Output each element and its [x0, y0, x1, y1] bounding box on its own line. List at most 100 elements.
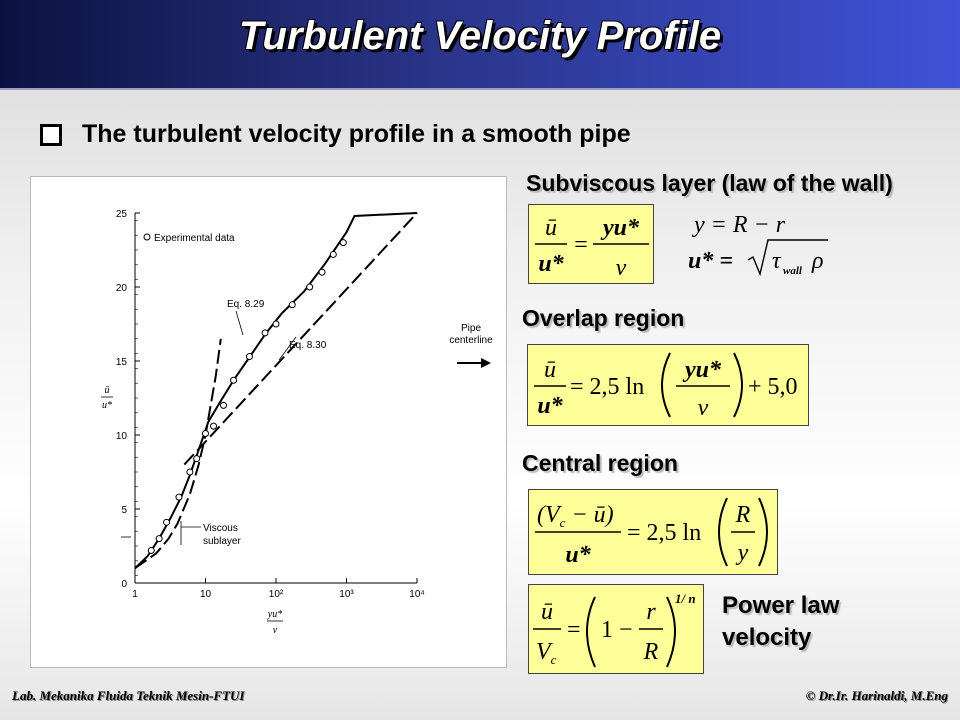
- data-point: [147, 546, 155, 554]
- x-axis-label-top: yu*: [267, 609, 282, 620]
- annotation-eq830-leader: [278, 336, 297, 361]
- x-tick-label: 10²: [269, 589, 284, 600]
- power-r-num: r: [646, 599, 656, 625]
- y-tick-label: 25: [116, 209, 128, 220]
- data-point: [306, 283, 314, 291]
- y-definition: y = R − r: [692, 212, 786, 238]
- wall-lhs-den: u*: [538, 251, 564, 277]
- data-point: [186, 468, 194, 476]
- checkbox-bullet-icon: [40, 123, 62, 146]
- power-left-paren: [586, 596, 596, 668]
- annotation-eq830: Eq. 8.30: [289, 340, 327, 351]
- wall-lhs-num: ū: [545, 215, 557, 241]
- ustar-lhs: u* =: [688, 248, 733, 274]
- heading-subviscous: Subviscous layer (law of the wall): [526, 170, 893, 196]
- data-point: [288, 301, 296, 309]
- data-point: [230, 376, 238, 384]
- chart-curves: [134, 212, 418, 570]
- legend-label: Experimental data: [154, 233, 235, 244]
- data-point: [261, 329, 269, 337]
- annotation-viscous: Viscous: [203, 523, 238, 534]
- curve-fitted-profile: [134, 212, 418, 569]
- ustar-rho: ρ: [811, 248, 824, 274]
- bullet-text: The turbulent velocity profile in a smoo…: [82, 120, 631, 148]
- curve-eq829: [134, 338, 222, 570]
- power-lhs-den: Vc: [536, 639, 557, 667]
- formula-overlap: ū u* = 2,5 ln yu* ν + 5,0: [527, 344, 809, 426]
- pipe-arrow-head-icon: [481, 358, 491, 368]
- central-left-paren: [718, 497, 728, 567]
- annotation-centerline: centerline: [449, 335, 493, 346]
- velocity-profile-chart: 1 10 10² 10³ 10⁴ 0 5 10 15 20 25 ū u* yu* ν Experi…: [30, 176, 507, 668]
- legend-marker: [143, 233, 151, 241]
- y-tick-label: 0: [121, 579, 127, 590]
- overlap-lhs-den: u*: [537, 393, 563, 419]
- formula-power-law: ū Vc = 1 − r R 1/ n: [528, 584, 704, 674]
- power-r-den: R: [643, 639, 659, 665]
- heading-central: Central region: [522, 450, 678, 476]
- formula-power-law-svg: ū Vc = 1 − r R 1/ n: [533, 591, 696, 668]
- data-point: [329, 250, 337, 258]
- wall-equals: =: [574, 232, 588, 258]
- x-tick-label: 10: [200, 589, 212, 600]
- central-right-paren: [758, 497, 768, 567]
- heading-power-law-1: Power law: [722, 592, 840, 619]
- data-point: [155, 535, 163, 543]
- overlap-coef: = 2,5 ln: [570, 374, 644, 400]
- y-axis-label-bottom: u*: [102, 400, 112, 411]
- power-lhs-num: ū: [541, 599, 553, 625]
- wall-rhs-den: ν: [616, 255, 627, 281]
- data-point: [272, 320, 280, 328]
- annotation-eq829-leader: [235, 310, 244, 336]
- central-num: (Vc − ū): [537, 502, 614, 530]
- definitions: y = R − r u* = τ wall ρ: [688, 212, 828, 277]
- wall-rhs-num: yu*: [600, 215, 640, 241]
- overlap-lhs-num: ū: [544, 357, 556, 383]
- formula-central: (Vc − ū) u* = 2,5 ln R y: [528, 489, 778, 575]
- power-eq: =: [567, 617, 581, 643]
- overlap-den: ν: [698, 395, 709, 421]
- data-point: [210, 422, 218, 430]
- power-exp: 1/ n: [675, 591, 696, 606]
- chart-axes: [134, 213, 417, 584]
- formula-law-of-wall: ū u* = yu* ν: [528, 204, 654, 284]
- annotation-eq829: Eq. 8.29: [227, 299, 265, 310]
- formula-overlap-svg: ū u* = 2,5 ln yu* ν + 5,0: [534, 352, 798, 421]
- data-point: [245, 353, 253, 361]
- y-tick-label: 20: [116, 283, 128, 294]
- data-point: [175, 493, 183, 501]
- bullet-point: The turbulent velocity profile in a smoo…: [40, 120, 631, 149]
- annotation-pipe: Pipe: [461, 323, 481, 334]
- x-axis-label-bottom: ν: [273, 625, 278, 636]
- data-point: [202, 430, 209, 438]
- x-tick-label: 10⁴: [409, 589, 424, 600]
- y-tick-label: 10: [116, 431, 128, 442]
- y-tick-label: 5: [121, 505, 127, 516]
- formula-law-of-wall-svg: ū u* = yu* ν: [535, 215, 649, 281]
- heading-overlap: Overlap region: [522, 305, 685, 331]
- y-tick-label: 15: [116, 357, 128, 368]
- chart-svg: 1 10 10² 10³ 10⁴ 0 5 10 15 20 25 ū u* yu* ν Experi…: [101, 209, 493, 636]
- central-den: u*: [565, 542, 591, 568]
- formula-central-svg: (Vc − ū) u* = 2,5 ln R y: [535, 497, 768, 568]
- curve-eq830: [183, 212, 418, 466]
- chart-points: [147, 239, 347, 554]
- power-right-paren: [666, 596, 676, 668]
- overlap-const: + 5,0: [748, 374, 798, 400]
- data-point: [318, 268, 326, 276]
- central-r-den: y: [736, 540, 749, 566]
- data-point: [219, 401, 227, 409]
- overlap-left-paren: [661, 352, 671, 418]
- footer-author: © Dr.Ir. Harinaldi, M.Eng: [805, 688, 948, 703]
- sqrt-sign: [747, 239, 828, 277]
- overlap-right-paren: [733, 352, 743, 418]
- ustar-sub: wall: [783, 265, 803, 277]
- overlap-num: yu*: [682, 357, 722, 383]
- x-tick-label: 1: [132, 589, 138, 600]
- annotation-sublayer: sublayer: [203, 536, 241, 547]
- data-point: [339, 239, 347, 247]
- title-bar: Turbulent Velocity Profile: [0, 0, 960, 90]
- central-r-num: R: [735, 502, 751, 528]
- y-axis-label-top: ū: [105, 385, 110, 396]
- data-point: [163, 518, 171, 526]
